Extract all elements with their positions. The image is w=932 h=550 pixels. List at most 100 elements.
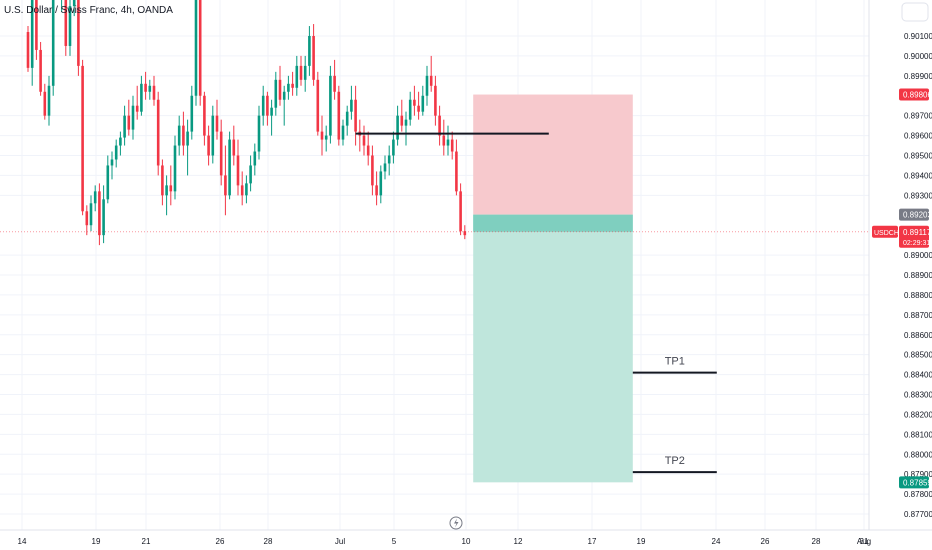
top-right-control-button[interactable] xyxy=(901,2,929,22)
y-tick-label: 0.89500 xyxy=(904,152,932,161)
candle-down xyxy=(362,135,366,146)
candle-down xyxy=(64,0,68,46)
candle-down xyxy=(438,115,441,136)
annotation-label-tp2: TP2 xyxy=(665,455,685,467)
y-tick-label: 0.87800 xyxy=(904,490,932,499)
x-tick-label: 28 xyxy=(812,537,821,546)
candle-down xyxy=(26,32,30,68)
candle-up xyxy=(446,139,450,146)
candle-up xyxy=(387,155,391,164)
entry-price-tag-box xyxy=(899,208,929,221)
candle-down xyxy=(98,191,101,236)
candle-down xyxy=(35,0,38,50)
candle-down xyxy=(320,131,324,140)
candle-down xyxy=(207,135,210,156)
y-tick-label: 0.88200 xyxy=(904,410,932,419)
candle-up xyxy=(257,115,261,152)
candle-down xyxy=(400,115,404,126)
candle-down xyxy=(417,105,420,112)
candle-up xyxy=(165,185,168,196)
candle-down xyxy=(316,79,320,132)
candle-down xyxy=(337,91,341,140)
y-tick-label: 0.87700 xyxy=(904,510,932,519)
candle-down xyxy=(127,115,131,130)
stop-price-tag-box xyxy=(899,88,929,101)
y-tick-label: 0.89700 xyxy=(904,112,932,121)
candle-down xyxy=(463,231,467,236)
x-tick-label: 28 xyxy=(264,537,273,546)
candle-up xyxy=(350,99,353,112)
candle-down xyxy=(198,0,202,96)
y-tick-label: 0.88500 xyxy=(904,351,932,360)
candle-up xyxy=(106,165,110,200)
y-tick-label: 0.90000 xyxy=(904,52,932,61)
candle-up xyxy=(425,75,429,96)
replay-icon[interactable] xyxy=(449,516,463,530)
candle-up xyxy=(404,119,408,126)
y-tick-label: 0.90100 xyxy=(904,32,932,41)
candle-up xyxy=(270,107,273,116)
candle-down xyxy=(39,49,42,92)
candle-up xyxy=(186,131,189,146)
candle-up xyxy=(261,95,265,116)
candle-up xyxy=(253,151,257,166)
candles xyxy=(26,0,467,246)
candle-up xyxy=(72,0,76,7)
last-price-value: 0.89117 xyxy=(903,228,932,237)
candle-down xyxy=(266,95,269,116)
candle-down xyxy=(219,131,223,176)
candle-up xyxy=(329,75,332,136)
take-profit-zone xyxy=(473,214,633,483)
candle-up xyxy=(383,163,387,172)
x-tick-label: 19 xyxy=(637,537,646,546)
y-tick-label: 0.89000 xyxy=(904,251,932,260)
candle-down xyxy=(278,79,282,100)
x-tick-label: 12 xyxy=(514,537,523,546)
candle-up xyxy=(190,95,194,132)
candle-down xyxy=(354,99,357,132)
candle-down xyxy=(371,155,374,186)
stop-price-tag-value: 0.89806 xyxy=(903,91,932,100)
candle-up xyxy=(47,85,51,116)
candle-down xyxy=(152,85,156,100)
candle-up xyxy=(194,0,198,96)
y-tick-label: 0.88000 xyxy=(904,450,932,459)
candle-down xyxy=(434,85,437,116)
candle-up xyxy=(211,115,215,156)
x-tick-label: 21 xyxy=(142,537,151,546)
candle-down xyxy=(333,75,336,92)
stop-loss-zone xyxy=(473,94,633,215)
candle-up xyxy=(89,203,93,226)
candle-up xyxy=(51,0,55,86)
candle-up xyxy=(324,135,328,140)
grid-lines xyxy=(0,0,869,530)
candle-up xyxy=(131,105,135,130)
x-tick-label: 24 xyxy=(712,537,721,546)
candle-down xyxy=(135,105,139,112)
candle-up xyxy=(295,65,299,88)
candle-up xyxy=(408,99,412,120)
candle-up xyxy=(140,83,143,112)
candle-up xyxy=(282,91,286,100)
candle-down xyxy=(291,83,294,88)
candle-up xyxy=(274,79,278,108)
candle-down xyxy=(144,83,147,92)
x-tick-label: 17 xyxy=(588,537,597,546)
candle-up xyxy=(287,83,290,92)
candle-up xyxy=(114,145,118,160)
candle-down xyxy=(429,75,433,86)
candle-down xyxy=(312,36,315,80)
candle-down xyxy=(215,115,219,132)
y-tick-label: 0.89900 xyxy=(904,72,932,81)
y-tick-label: 0.88700 xyxy=(904,311,932,320)
candle-down xyxy=(413,99,416,106)
last-price-countdown: 02:29:31 xyxy=(903,240,930,247)
y-tick-label: 0.89600 xyxy=(904,132,932,141)
x-tick-label: 31 xyxy=(860,537,869,546)
candle-up xyxy=(123,115,126,138)
annotation-lines: TP1 TP2 xyxy=(355,132,717,474)
candle-up xyxy=(177,125,181,146)
candle-up xyxy=(421,95,425,112)
y-tick-label: 0.88400 xyxy=(904,371,932,380)
